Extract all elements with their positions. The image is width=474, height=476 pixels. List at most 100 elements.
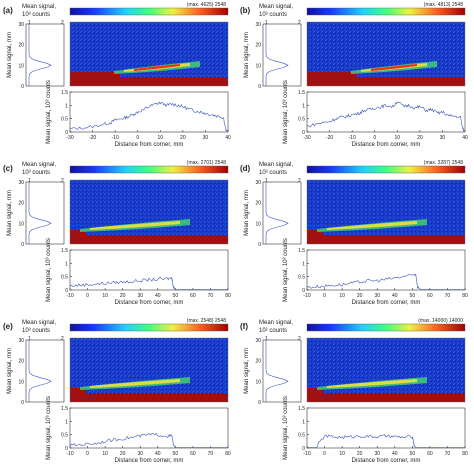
left-profile-ylabel: Mean signal, mm bbox=[244, 32, 250, 78]
profile-xtick: 70 bbox=[445, 451, 451, 457]
profile-xtick: -10 bbox=[112, 135, 119, 141]
panel-a: (a) Mean signal, 10³ counts (max. 4625) 254… bbox=[3, 2, 231, 148]
left-profile-trace bbox=[265, 24, 289, 86]
heatmap bbox=[70, 180, 228, 244]
left-profile-ylabel: Mean signal, mm bbox=[7, 190, 13, 236]
profile-ytick: 1 bbox=[65, 103, 68, 109]
left-profile-ytick: 20 bbox=[18, 201, 24, 207]
heatmap bbox=[307, 338, 465, 402]
max-annotation: (max. 4625) 2548 bbox=[187, 2, 226, 8]
profile-trace bbox=[307, 434, 465, 448]
heatmap-frame bbox=[306, 337, 466, 403]
profile-xtick: 10 bbox=[158, 135, 164, 141]
profile-xtick: 30 bbox=[137, 293, 143, 299]
profile-xtick: -10 bbox=[349, 135, 356, 141]
profile-xlabel: Distance from corner, mm bbox=[115, 458, 184, 464]
profile-trace bbox=[306, 101, 466, 132]
max-annotation: (max. 14000) 14000 bbox=[418, 318, 463, 324]
left-profile-ylabel: Mean signal, mm bbox=[244, 348, 250, 394]
profile-ylabel: Mean signal, 10³ counts bbox=[283, 238, 289, 302]
profile-xtick: 70 bbox=[208, 293, 214, 299]
profile-ytick: 0.5 bbox=[61, 275, 68, 281]
colorbar-label: Mean signal, bbox=[259, 162, 293, 168]
colorbar-tick: 2 bbox=[298, 20, 301, 26]
profile-ylabel: Mean signal, 10³ counts bbox=[46, 238, 52, 302]
profile-xtick: 40 bbox=[392, 451, 398, 457]
panel-e: (e) Mean signal, 10³ counts (max. 2548) 254… bbox=[3, 318, 231, 464]
profile-xtick: 0 bbox=[373, 135, 376, 141]
profile-xtick: 40 bbox=[155, 451, 161, 457]
colorbar-tick: 1 bbox=[28, 20, 31, 26]
profile-trace bbox=[69, 276, 228, 290]
profile-xtick: -30 bbox=[66, 135, 73, 141]
profile-xtick: -20 bbox=[89, 135, 96, 141]
left-profile-ytick: 30 bbox=[18, 180, 24, 186]
profile-ytick: 0.5 bbox=[298, 117, 305, 123]
profile-xtick: 60 bbox=[427, 293, 433, 299]
profile-ytick: 1.5 bbox=[298, 406, 305, 412]
left-profile-ytick: 30 bbox=[18, 22, 24, 28]
left-profile-frame bbox=[262, 23, 302, 87]
profile-xlabel: Distance from corner, mm bbox=[352, 458, 421, 464]
left-profile-ylabel: Mean signal, mm bbox=[244, 190, 250, 236]
profile-ytick: 0 bbox=[302, 288, 305, 294]
profile-xtick: 20 bbox=[357, 451, 363, 457]
profile-frame bbox=[306, 249, 466, 291]
panel-letter: (e) bbox=[3, 322, 13, 331]
heatmap-streak-peak bbox=[371, 64, 417, 71]
profile-ytick: 0 bbox=[302, 446, 305, 452]
profile-xtick: 30 bbox=[374, 293, 380, 299]
profile-xtick: -10 bbox=[303, 293, 310, 299]
heatmap-floor bbox=[70, 72, 228, 86]
profile-trace bbox=[69, 101, 229, 132]
profile-xtick: 30 bbox=[440, 135, 446, 141]
heatmap-floor bbox=[70, 388, 228, 402]
left-profile-ytick: 10 bbox=[18, 221, 24, 227]
profile-ytick: 1 bbox=[302, 103, 305, 109]
profile-xtick: 60 bbox=[190, 293, 196, 299]
profile-xtick: -30 bbox=[303, 135, 310, 141]
colorbar-tick: 1 bbox=[265, 178, 268, 184]
heatmap-frame bbox=[69, 337, 229, 403]
profile-ytick: 0 bbox=[65, 130, 68, 136]
panel-letter: (c) bbox=[3, 164, 13, 173]
max-annotation: (max. 2701) 2548 bbox=[187, 160, 226, 166]
colorbar-label-unit: 10³ counts bbox=[259, 170, 287, 176]
profile-frame bbox=[69, 407, 229, 449]
profile-ytick: 1.5 bbox=[61, 90, 68, 96]
profile-ytick: 1.5 bbox=[298, 90, 305, 96]
panel-letter: (b) bbox=[240, 6, 251, 15]
profile-xtick: 10 bbox=[339, 293, 345, 299]
profile-ytick: 0 bbox=[65, 288, 68, 294]
profile-xtick: 40 bbox=[225, 135, 231, 141]
profile-ylabel: Mean signal, 10³ counts bbox=[46, 396, 52, 460]
profile-xtick: 20 bbox=[180, 135, 186, 141]
left-profile-frame bbox=[25, 339, 65, 403]
heatmap-floor bbox=[307, 388, 465, 402]
left-profile-ytick: 10 bbox=[18, 63, 24, 69]
colorbar-tick: 2 bbox=[61, 20, 64, 26]
profile-ytick: 0.5 bbox=[61, 117, 68, 123]
profile-xtick: 50 bbox=[410, 451, 416, 457]
colorbar bbox=[306, 323, 466, 332]
left-profile-ytick: 0 bbox=[21, 242, 24, 248]
heatmap bbox=[307, 180, 465, 244]
profile-frame bbox=[306, 407, 466, 449]
colorbar-tick: 1 bbox=[28, 336, 31, 342]
heatmap-frame bbox=[69, 21, 229, 87]
colorbar bbox=[69, 165, 229, 174]
profile-xlabel: Distance from corner, mm bbox=[352, 142, 421, 148]
profile-xtick: 50 bbox=[173, 451, 179, 457]
profile-xtick: 80 bbox=[462, 451, 468, 457]
left-profile-ytick: 20 bbox=[255, 359, 261, 365]
panel-b: (b) Mean signal, 10³ counts (max. 4813) 254… bbox=[240, 2, 468, 148]
colorbar bbox=[306, 165, 466, 174]
profile-ylabel: Mean signal, 10³ counts bbox=[46, 80, 52, 144]
left-profile-ylabel: Mean signal, mm bbox=[7, 348, 13, 394]
profile-xtick: 70 bbox=[445, 293, 451, 299]
profile-xtick: 0 bbox=[86, 293, 89, 299]
heatmap-floor bbox=[307, 72, 465, 86]
left-profile-ytick: 20 bbox=[255, 201, 261, 207]
heatmap-streak-peak bbox=[134, 64, 180, 71]
